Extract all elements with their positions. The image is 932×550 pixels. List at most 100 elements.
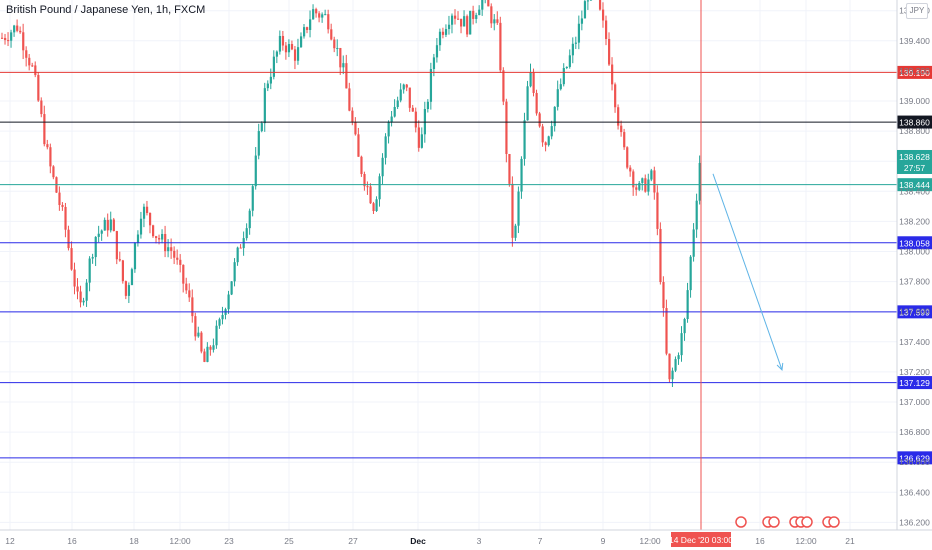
candle-body bbox=[324, 14, 327, 16]
level-price-tag[interactable] bbox=[897, 376, 932, 390]
candle-body bbox=[70, 248, 73, 270]
candle-body bbox=[393, 106, 396, 117]
candle bbox=[218, 317, 221, 329]
cursor-time-tag[interactable] bbox=[671, 532, 731, 547]
candle bbox=[70, 241, 73, 271]
candle-body bbox=[387, 122, 390, 137]
price-tick-label: 138.800 bbox=[899, 126, 930, 136]
candle-body bbox=[402, 84, 405, 90]
candle bbox=[653, 166, 656, 200]
candle-body bbox=[532, 72, 535, 93]
candle bbox=[212, 338, 215, 353]
candle bbox=[339, 47, 342, 75]
level-price-tag[interactable] bbox=[897, 305, 932, 319]
candle-body bbox=[170, 247, 173, 251]
candle-body bbox=[396, 100, 399, 107]
candle bbox=[381, 153, 384, 185]
event-marker-icon[interactable] bbox=[801, 516, 813, 528]
candle-body bbox=[502, 70, 505, 102]
candle-body bbox=[61, 205, 64, 207]
candle bbox=[61, 202, 64, 211]
level-price-tag[interactable] bbox=[897, 65, 932, 79]
candle bbox=[532, 68, 535, 97]
candle-body bbox=[28, 57, 31, 66]
last-price-tag[interactable] bbox=[897, 149, 932, 174]
price-tick-label: 138.400 bbox=[899, 186, 930, 196]
candle bbox=[490, 3, 493, 28]
candle-body bbox=[46, 144, 49, 148]
level-price-tag[interactable] bbox=[897, 178, 932, 192]
arrow-shaft bbox=[712, 173, 783, 371]
candle bbox=[608, 32, 611, 66]
price-axis[interactable]: 139.600139.400139.200139.000138.800138.6… bbox=[896, 0, 932, 530]
candle-body bbox=[460, 18, 463, 27]
time-axis[interactable]: 12 16 18 12:00 23 25 27 Dec 3 7 9 12:00 16 12:00 21 14 … bbox=[0, 529, 932, 547]
candle-body bbox=[269, 76, 272, 84]
candle-body bbox=[106, 219, 109, 231]
candle-body bbox=[31, 65, 34, 67]
candle bbox=[306, 26, 309, 34]
candle-body bbox=[251, 186, 254, 211]
projection-arrow[interactable] bbox=[712, 173, 784, 371]
level-price-tag[interactable] bbox=[897, 451, 932, 465]
candle-body bbox=[469, 10, 472, 35]
candle bbox=[393, 99, 396, 118]
level-price-tag[interactable] bbox=[897, 236, 932, 250]
candle-body bbox=[52, 166, 55, 178]
candle bbox=[284, 42, 288, 60]
candle-body bbox=[245, 228, 248, 239]
candle bbox=[475, 12, 478, 24]
candle bbox=[97, 225, 100, 243]
candle-body bbox=[490, 6, 493, 24]
candle-body bbox=[438, 31, 442, 46]
candle bbox=[124, 280, 128, 300]
candle-body bbox=[408, 87, 411, 108]
candle-body bbox=[64, 206, 67, 230]
candle-body bbox=[620, 125, 623, 133]
candle-body bbox=[287, 44, 291, 53]
candle-body bbox=[535, 92, 538, 114]
horizontal-levels[interactable]: 139.190 138.860 138.444 138.058 137.599 137.1… bbox=[0, 65, 932, 465]
price-tick-label: 136.400 bbox=[899, 487, 930, 497]
level-price-tag[interactable] bbox=[897, 115, 932, 129]
candle bbox=[88, 256, 91, 292]
last-price-label: 138.628 bbox=[899, 152, 930, 162]
candle bbox=[686, 282, 689, 323]
candle-body bbox=[58, 192, 61, 206]
candle bbox=[245, 223, 248, 241]
event-markers[interactable] bbox=[735, 516, 840, 528]
candle bbox=[22, 23, 25, 60]
candle bbox=[345, 54, 348, 89]
candle-body bbox=[115, 231, 118, 260]
candle bbox=[263, 82, 266, 132]
candle-body bbox=[330, 29, 333, 40]
candle-body bbox=[212, 345, 215, 350]
candle bbox=[112, 217, 115, 232]
candle bbox=[127, 282, 131, 304]
event-marker-icon[interactable] bbox=[768, 516, 780, 528]
candle bbox=[387, 120, 390, 144]
event-marker-icon[interactable] bbox=[735, 516, 747, 528]
candle-body bbox=[478, 9, 481, 16]
candle bbox=[121, 259, 124, 284]
candle-body bbox=[411, 107, 414, 112]
candle bbox=[463, 10, 466, 27]
candle-body bbox=[505, 101, 508, 154]
candle bbox=[695, 193, 698, 238]
candle-body bbox=[450, 15, 454, 25]
candle-body bbox=[209, 346, 212, 350]
time-tick-label: 3 bbox=[477, 536, 482, 546]
candle bbox=[136, 230, 140, 247]
level-price-label: 138.860 bbox=[899, 118, 930, 128]
currency-badge[interactable]: JPY bbox=[906, 3, 928, 19]
candle bbox=[342, 55, 345, 75]
candle-body bbox=[1, 37, 4, 39]
price-tick-label: 137.400 bbox=[899, 337, 930, 347]
event-marker-icon[interactable] bbox=[828, 516, 840, 528]
candle bbox=[601, 2, 605, 28]
candle-body bbox=[668, 353, 671, 380]
candle-body bbox=[369, 186, 372, 204]
candle-body bbox=[309, 19, 312, 30]
candle-body bbox=[674, 359, 677, 371]
